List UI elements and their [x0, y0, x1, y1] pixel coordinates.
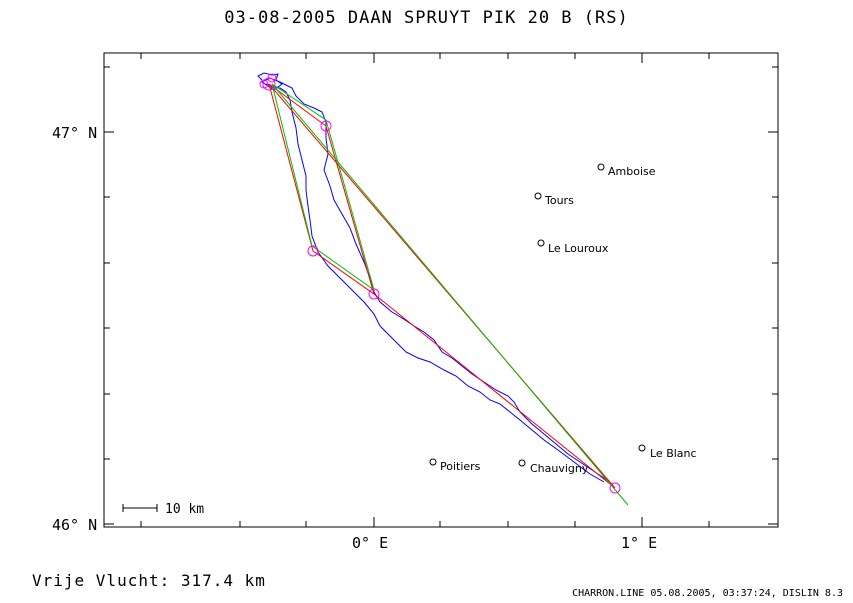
y-label-46n: 46° N [52, 516, 97, 534]
town-tours: Tours [534, 192, 574, 207]
svg-text:Le Louroux: Le Louroux [548, 242, 609, 255]
footer-info: CHARRON.LINE 05.08.2005, 03:37:24, DISLI… [572, 588, 843, 599]
route-green [271, 83, 629, 506]
turnpoints [259, 73, 621, 494]
turnpoint-1 [320, 120, 332, 132]
x-label-1e: 1° E [621, 534, 657, 552]
town-le-louroux: Le Louroux [537, 239, 609, 255]
scale-label: 10 km [165, 502, 204, 517]
route-red [268, 83, 616, 489]
y-label-47n: 47° N [52, 124, 97, 142]
turnpoint-2 [307, 245, 319, 257]
svg-text:Tours: Tours [544, 194, 574, 207]
town-poitiers: Poitiers [429, 458, 481, 473]
x-label-0e: 0° E [352, 534, 388, 552]
top-ticks [140, 53, 710, 63]
town-amboise: Amboise [597, 163, 656, 178]
left-ticks [104, 66, 114, 525]
town-le-blanc: Le Blanc [638, 444, 697, 460]
turnpoint-3 [368, 288, 380, 300]
svg-text:Chauvigny: Chauvigny [530, 462, 589, 475]
svg-text:Amboise: Amboise [608, 165, 656, 178]
town-chauvigny: Chauvigny [518, 459, 589, 475]
right-ticks [768, 66, 778, 525]
scale-bar [122, 504, 158, 512]
chart-title: 03-08-2005 DAAN SPRUYT PIK 20 B (RS) [224, 8, 629, 28]
turnpoint-start [262, 77, 276, 91]
map-frame [103, 52, 779, 528]
svg-text:Poitiers: Poitiers [440, 460, 481, 473]
free-flight-distance: Vrije Vlucht: 317.4 km [32, 571, 266, 590]
bottom-ticks [140, 517, 710, 527]
svg-text:Le Blanc: Le Blanc [650, 447, 697, 460]
turnpoint-end [609, 482, 621, 494]
gps-track [257, 72, 613, 485]
